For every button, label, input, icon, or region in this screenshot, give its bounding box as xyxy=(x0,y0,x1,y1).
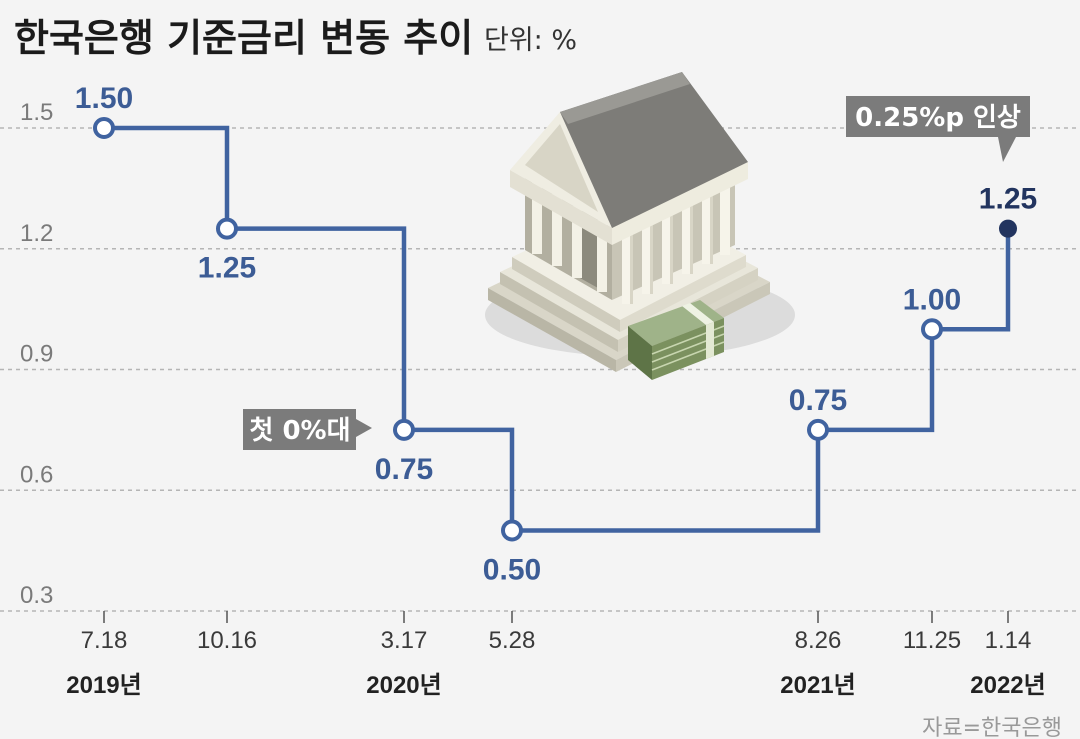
data-point xyxy=(501,519,523,542)
bank-building-with-money-icon xyxy=(485,72,795,380)
y-tick-label: 1.2 xyxy=(20,220,53,247)
unit-label: 단위: % xyxy=(484,25,577,56)
callout-first-zero-text: 첫 0%대 xyxy=(249,416,350,446)
data-labels: 1.50 1.25 0.75 0.50 0.75 1.00 1.25 xyxy=(75,82,1037,587)
data-label: 1.25 xyxy=(198,252,256,285)
x-tick-label: 3.17 xyxy=(381,627,428,654)
data-point xyxy=(393,418,415,441)
x-tick-label: 7.18 xyxy=(81,627,128,654)
data-point xyxy=(216,217,238,240)
x-tick-label: 10.16 xyxy=(197,627,257,654)
y-tick-label: 1.5 xyxy=(20,99,53,126)
callout-first-zero: 첫 0%대 xyxy=(243,409,372,450)
x-year-label: 2022년 xyxy=(970,672,1045,699)
data-point xyxy=(807,418,829,441)
y-axis-ticks: 1.5 1.2 0.9 0.6 0.3 xyxy=(20,99,53,609)
x-year-label: 2019년 xyxy=(66,672,141,699)
data-label: 1.50 xyxy=(75,82,133,115)
x-year-label: 2020년 xyxy=(366,672,441,699)
x-tick-label: 11.25 xyxy=(903,627,961,654)
x-tick-label: 8.26 xyxy=(795,627,842,654)
callout-hike-text: 0.25%p 인상 xyxy=(855,103,1021,133)
data-point xyxy=(921,318,943,341)
data-markers xyxy=(93,117,1017,542)
source-label: 자료=한국은행 xyxy=(922,716,1062,739)
data-label: 1.00 xyxy=(903,283,961,316)
x-axis: 7.18 10.16 3.17 5.28 8.26 11.25 1.14 2019년 2020년… xyxy=(66,611,1046,699)
chart-title: 한국은행 기준금리 변동 추이 xyxy=(14,16,473,60)
x-year-label: 2021년 xyxy=(780,672,855,699)
y-tick-label: 0.9 xyxy=(20,341,53,368)
data-label: 0.50 xyxy=(483,554,541,587)
y-tick-label: 0.3 xyxy=(20,582,53,609)
y-tick-label: 0.6 xyxy=(20,461,53,488)
data-label: 0.75 xyxy=(789,384,847,417)
data-point-final xyxy=(999,219,1017,238)
title-group: 한국은행 기준금리 변동 추이 단위: % xyxy=(14,16,577,60)
x-tick-label: 5.28 xyxy=(489,627,536,654)
data-label: 1.25 xyxy=(979,183,1037,216)
data-label: 0.75 xyxy=(375,453,433,486)
callout-hike: 0.25%p 인상 xyxy=(846,96,1030,162)
x-tick-label: 1.14 xyxy=(985,627,1032,654)
data-point xyxy=(93,117,115,139)
